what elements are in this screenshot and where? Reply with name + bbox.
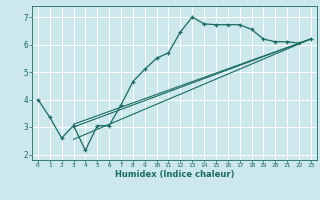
X-axis label: Humidex (Indice chaleur): Humidex (Indice chaleur): [115, 170, 234, 179]
